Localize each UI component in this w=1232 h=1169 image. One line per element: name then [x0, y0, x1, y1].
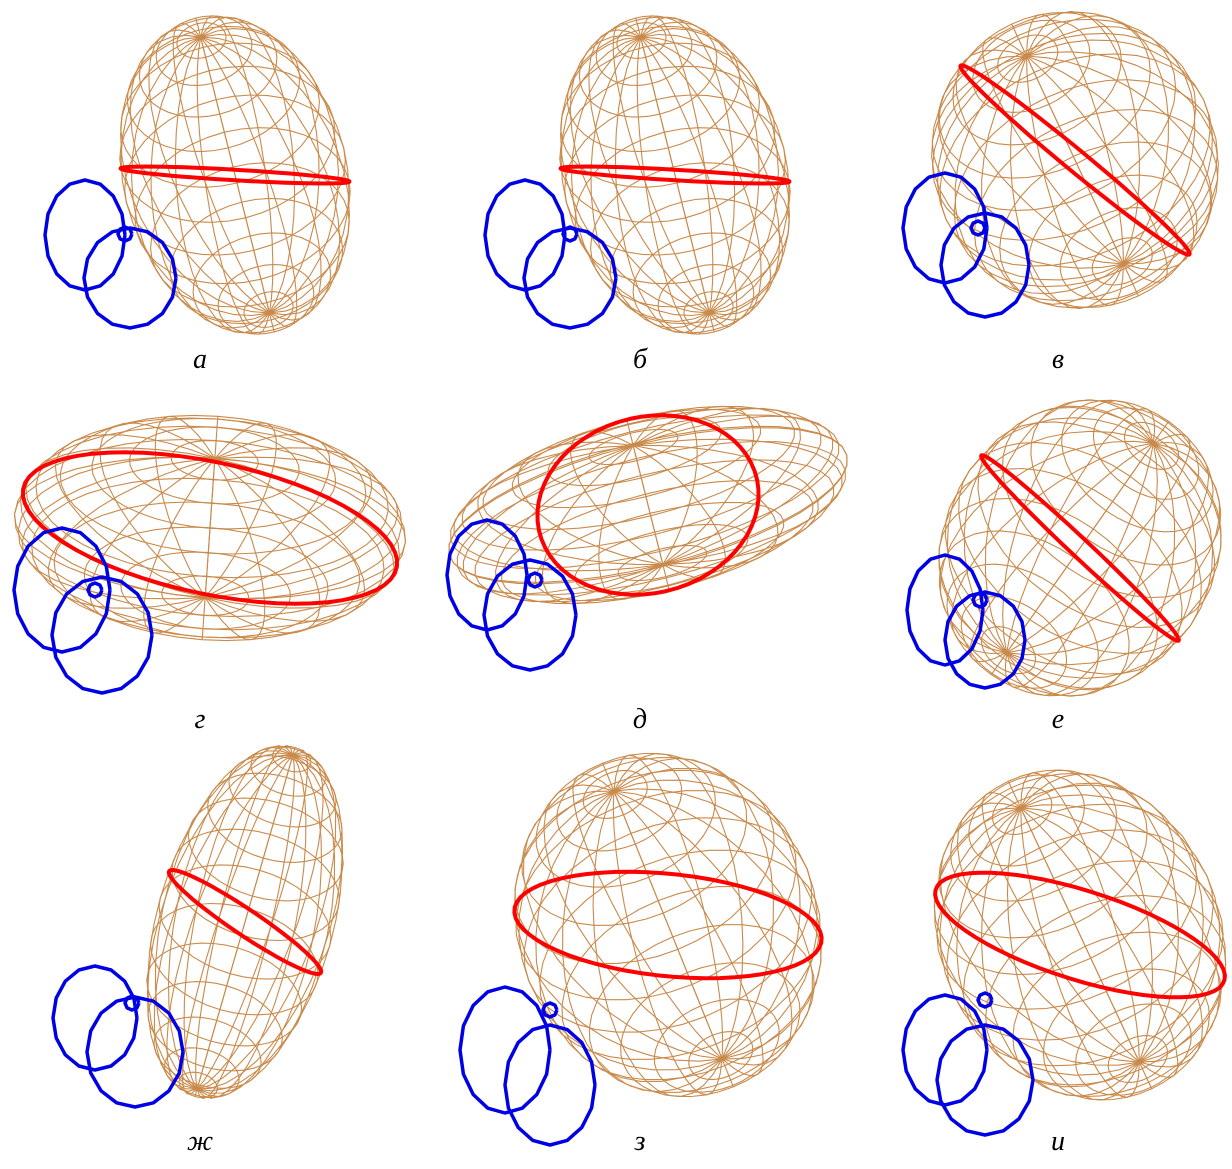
- panel-label: г: [195, 704, 206, 735]
- mesh-meridian: [633, 411, 697, 565]
- panel-label: ж: [187, 1126, 213, 1157]
- mesh-meridian: [22, 459, 215, 599]
- panel-label: в: [1052, 344, 1064, 375]
- mesh-meridian: [1027, 56, 1212, 264]
- panel: б: [485, 16, 790, 375]
- mesh-meridian: [205, 416, 218, 597]
- mesh-meridian: [636, 18, 710, 313]
- mesh-meridian: [938, 56, 1123, 264]
- blue-loop: [528, 573, 542, 587]
- mesh-meridian: [563, 791, 723, 1092]
- page: абвгдежзи (() => { const data = JSON.par…: [0, 0, 1232, 1169]
- panel: в: [903, 11, 1218, 375]
- mesh-meridian: [1008, 781, 1139, 1062]
- mesh-meridian: [1021, 808, 1140, 1098]
- panel: г: [14, 415, 406, 735]
- mesh-meridian: [1027, 56, 1168, 282]
- mesh-meridian: [201, 16, 273, 313]
- mesh-meridian: [1021, 770, 1153, 1062]
- panel-label: з: [634, 1126, 646, 1157]
- mesh-meridian: [205, 459, 265, 640]
- mesh-meridian: [205, 457, 398, 597]
- panel-label: б: [633, 344, 648, 375]
- panel-label: а: [193, 344, 207, 375]
- panel: е: [907, 400, 1221, 735]
- mesh-meridian: [196, 18, 270, 313]
- mesh-meridian: [155, 416, 215, 597]
- panel: з: [460, 754, 822, 1158]
- mesh-meridian: [1021, 773, 1140, 1062]
- panel: ж: [53, 746, 343, 1158]
- mesh-meridian: [637, 37, 709, 334]
- mesh-meridian: [197, 37, 269, 334]
- blue-loop: [971, 221, 985, 235]
- panel-label: д: [633, 704, 647, 735]
- mesh-meridian: [614, 758, 774, 1059]
- mesh-meridian: [641, 16, 713, 313]
- mesh-meridian: [1007, 443, 1209, 653]
- panel: д: [447, 406, 847, 735]
- panel: и: [903, 770, 1226, 1157]
- figure: а б в г д е ж з и: [0, 0, 1232, 1169]
- mesh-meridian: [614, 789, 822, 1059]
- mesh-meridian: [957, 808, 1140, 1087]
- mesh-meridian: [1021, 783, 1204, 1062]
- panel-label: и: [1051, 1126, 1065, 1157]
- blue-loop: [53, 966, 137, 1070]
- mesh-meridian: [496, 446, 663, 602]
- mesh-meridian: [983, 38, 1124, 264]
- mesh-meridian: [633, 408, 800, 564]
- blue-loop: [447, 520, 527, 630]
- mesh-meridian: [599, 446, 663, 600]
- panel-label: е: [1052, 704, 1064, 735]
- panel: а: [45, 16, 350, 375]
